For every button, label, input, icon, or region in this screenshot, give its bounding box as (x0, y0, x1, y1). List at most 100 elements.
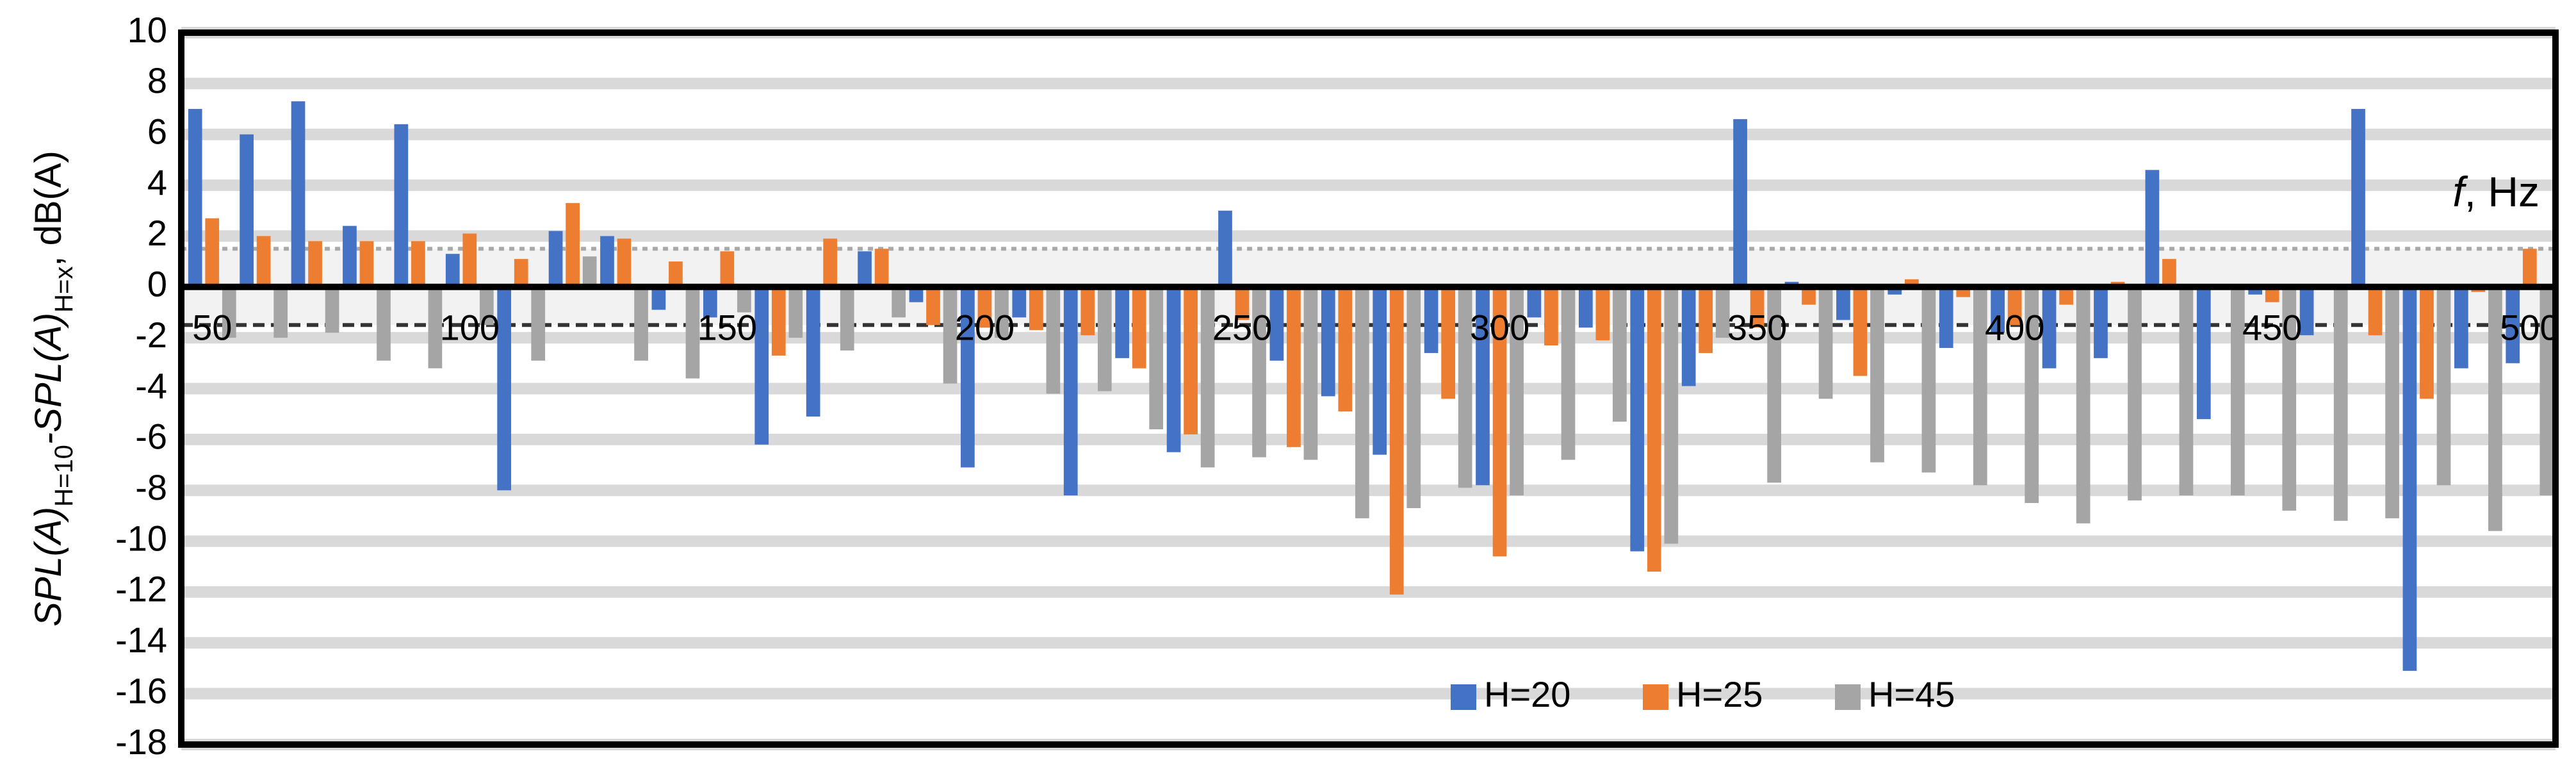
bar (1029, 286, 1043, 331)
bar (343, 226, 357, 287)
bar (359, 241, 374, 287)
y-tick-label: -16 (115, 670, 167, 711)
bar (2333, 286, 2348, 521)
bar (1527, 286, 1542, 318)
bar (1733, 119, 1747, 287)
y-tick-label: 0 (147, 264, 167, 304)
bar (445, 254, 460, 287)
bar (995, 286, 1009, 338)
bar (720, 251, 735, 287)
bar (514, 259, 528, 287)
y-tick-label: -6 (135, 416, 167, 457)
bar (1012, 286, 1027, 318)
bar (961, 286, 975, 468)
y-tick-label: 10 (127, 10, 167, 50)
bar (2436, 286, 2451, 486)
bar (1544, 286, 1558, 346)
bar (531, 286, 546, 361)
bar (1492, 286, 1507, 557)
legend-swatch (1835, 684, 1861, 710)
bar (771, 286, 786, 356)
bar (823, 238, 838, 287)
bar (1441, 286, 1455, 399)
y-tick-label: 2 (147, 213, 167, 253)
y-axis-title-part: H=x (50, 267, 78, 313)
x-tick-label: 400 (1985, 308, 2044, 348)
y-tick-label: 8 (147, 60, 167, 101)
bar (1406, 286, 1421, 508)
bar (806, 286, 820, 417)
bar (1252, 286, 1266, 457)
bar (462, 233, 477, 287)
bar (205, 218, 220, 287)
bar (2076, 286, 2091, 523)
bar (909, 286, 924, 302)
bar (1870, 286, 1884, 463)
bar (2248, 286, 2263, 295)
bar (1166, 286, 1181, 452)
bar (651, 286, 666, 310)
bar (240, 134, 254, 287)
bar (2368, 286, 2383, 336)
bar (858, 251, 872, 287)
bar (1818, 286, 1833, 399)
bar (566, 202, 580, 287)
bar (892, 286, 906, 318)
bar (1046, 286, 1061, 394)
x-tick-label: 500 (2500, 308, 2559, 348)
bar (1115, 286, 1129, 358)
bar (1476, 286, 1490, 486)
bar (754, 286, 769, 445)
x-tick-label: 200 (955, 308, 1015, 348)
y-tick-label: 6 (147, 111, 167, 152)
bar (1664, 286, 1679, 544)
bar (634, 286, 648, 361)
annotation-part: , Hz (2465, 168, 2539, 215)
bar (1218, 210, 1232, 287)
bar (548, 231, 563, 287)
y-axis-title-part: -SPL(A) (28, 313, 69, 445)
bar (669, 261, 683, 287)
y-tick-label: 4 (147, 162, 167, 202)
bar (1132, 286, 1146, 368)
bar (256, 236, 271, 287)
bar (377, 286, 391, 361)
bar (2094, 286, 2108, 358)
plot-frame (178, 29, 2559, 748)
bar (1321, 286, 1335, 397)
bar (291, 101, 306, 287)
bar (325, 286, 339, 333)
bar (737, 286, 751, 313)
bar (788, 286, 803, 338)
bar (2162, 259, 2176, 287)
bar (2539, 286, 2554, 496)
bar (1389, 286, 1404, 595)
bar (2145, 170, 2160, 287)
bar (1080, 286, 1095, 336)
bar (1200, 286, 1215, 468)
bar (600, 236, 614, 287)
bar (685, 286, 700, 379)
bar (1063, 286, 1078, 496)
bar (943, 286, 958, 384)
bar (1715, 286, 1730, 338)
bar (977, 286, 992, 328)
bar (2299, 286, 2314, 336)
bar (2454, 286, 2468, 368)
bar (222, 286, 236, 338)
bar (1904, 279, 1919, 287)
bar (2351, 109, 2365, 287)
y-tick-label: -18 (115, 721, 167, 762)
legend-swatch (1643, 684, 1668, 710)
legend-label: H=20 (1484, 674, 1570, 714)
legend-label: H=45 (1868, 674, 1955, 714)
bar (2282, 286, 2297, 511)
bar (1235, 286, 1250, 320)
bar (1303, 286, 1318, 460)
bar (1630, 286, 1645, 552)
bar (2059, 286, 2073, 305)
bar (497, 286, 512, 491)
x-tick-label: 50 (192, 308, 232, 348)
bar (1613, 286, 1627, 422)
